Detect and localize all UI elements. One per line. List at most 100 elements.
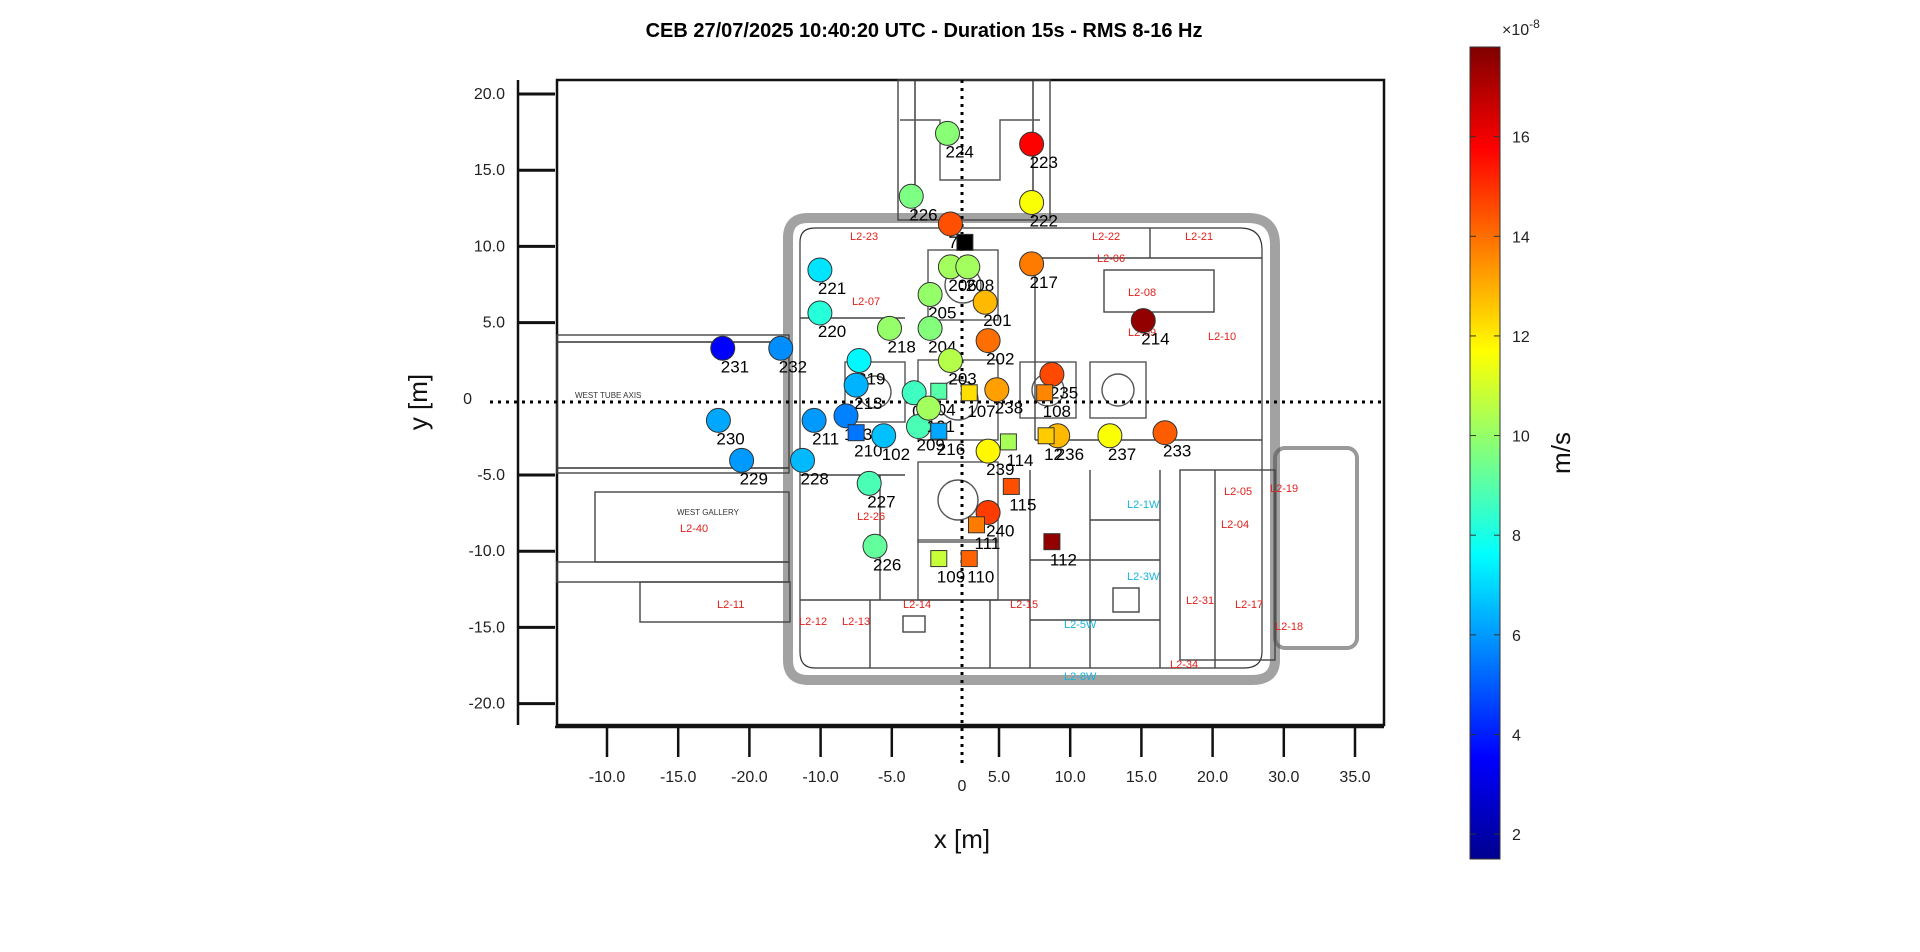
sensor-label: 203 [948, 370, 976, 389]
north-corridor [897, 79, 1051, 221]
sensor-label: 239 [986, 460, 1014, 479]
colorbar-ticks: 2 4 6 8 10 12 14 16 [1470, 130, 1530, 844]
sensor-marker-square [847, 424, 865, 442]
north-stair [900, 119, 1040, 181]
room-label: L2-21 [1185, 231, 1213, 243]
x-tick-label: 5.0 [988, 769, 1010, 786]
colorbar-tick-label: 8 [1512, 528, 1521, 545]
room-label: L2-08 [1128, 287, 1156, 299]
data-points: 2242232262227722121720620820520122021820… [705, 120, 1191, 587]
sensor-marker-square [930, 550, 948, 568]
sensor-marker-circle [917, 315, 943, 341]
sensor-marker-circle [955, 254, 981, 280]
x-tick-label: 30.0 [1268, 769, 1299, 786]
colorbar-tick-label: 6 [1512, 628, 1521, 645]
room-label: L2-13 [842, 616, 870, 628]
sensor-marker-circle [917, 282, 943, 308]
sensor-marker-circle [972, 289, 998, 315]
sensor-label: 12 [1044, 445, 1063, 464]
sensor-label: 217 [1030, 273, 1058, 292]
sensor-label: 233 [1163, 442, 1191, 461]
sensor-marker-circle [877, 315, 902, 341]
colorbar-tick-label: 16 [1512, 130, 1530, 147]
y-tick-label: 15.0 [474, 162, 505, 179]
cleaner-tube [556, 561, 790, 583]
sensor-label: 115 [1009, 495, 1036, 514]
sensor-marker-circle [937, 211, 963, 237]
room-label: L2-5W [1064, 619, 1097, 631]
x-tick-label: -5.0 [878, 769, 906, 786]
room-label: L2-3W [1127, 571, 1160, 583]
y-tick-label: -15.0 [469, 619, 506, 636]
room-label: L2-17 [1235, 599, 1263, 611]
sensor-label: 226 [909, 205, 937, 224]
room-labels: L2-23L2-22L2-21L2-07L2-06L2-08L2-09L2-10… [575, 231, 1303, 683]
sensor-label: 236 [1056, 445, 1084, 464]
sensor-marker-square [1002, 477, 1020, 495]
west-tube-corridor [556, 334, 790, 474]
sensor-marker-circle [807, 257, 833, 283]
sensor-label: 7 [948, 233, 957, 252]
room-label: L2-19 [1270, 483, 1298, 495]
sensor-label: 220 [818, 322, 846, 341]
sensor-label: 238 [995, 399, 1023, 418]
sensor-label: 102 [882, 445, 910, 464]
room-label: L2-04 [1221, 519, 1249, 531]
sensor-label: 240 [986, 522, 1014, 541]
x-tick-label: -20.0 [731, 769, 768, 786]
room-label: L2-22 [1092, 231, 1120, 243]
sensor-marker-circle [790, 447, 815, 473]
sensor-marker-circle [807, 300, 833, 326]
room-label: L2-05 [1224, 486, 1252, 498]
sensor-label: 202 [986, 350, 1014, 369]
sensor-marker-circle [871, 423, 897, 449]
room-label: L2-18 [1275, 621, 1303, 633]
x-tick-label: 20.0 [1197, 769, 1228, 786]
room-label: L2-23 [850, 231, 878, 243]
sensor-marker-circle [1019, 131, 1045, 157]
sensor-label: 227 [867, 492, 895, 511]
sensor-label: 230 [716, 429, 744, 448]
sensor-label: 235 [1050, 383, 1078, 402]
colorbar-gradient [1469, 46, 1501, 860]
y-tick-label: -5.0 [477, 467, 505, 484]
chart-title: CEB 27/07/2025 10:40:20 UTC - Duration 1… [646, 20, 1203, 42]
sensor-label: 213 [854, 394, 882, 413]
sensor-label: 210 [854, 442, 882, 461]
sensor-marker-square [930, 382, 948, 400]
sensor-label: 226 [873, 555, 901, 574]
sensor-marker-circle [710, 335, 736, 361]
sensor-marker-circle [833, 403, 859, 429]
sensor-marker-square [1043, 533, 1061, 551]
east-annex [1273, 446, 1359, 650]
sensor-label: 206 [948, 276, 976, 295]
sensor-marker-circle [843, 372, 869, 398]
sensor-marker-circle [975, 328, 1001, 354]
room-label: L2-10 [1208, 331, 1236, 343]
sensor-marker-circle [984, 377, 1010, 403]
sensor-marker-circle [1130, 308, 1156, 334]
sensor-marker-circle [916, 395, 942, 421]
colorbar-tick-label: 2 [1512, 827, 1521, 844]
room-label: L2-1W [1127, 499, 1160, 511]
y-axis: 20.0 15.0 10.0 5.0 0 -5.0 -10.0 -15.0 -20.0 [463, 80, 555, 725]
sensor-label: 214 [1141, 330, 1169, 349]
room-label: WEST GALLERY [677, 508, 740, 517]
room-label: L2-15 [1010, 599, 1038, 611]
sensor-label: 224 [946, 142, 974, 161]
sensor-label: 221 [818, 279, 846, 298]
sensor-label: 216 [937, 440, 965, 459]
y-tick-label: 5.0 [483, 315, 505, 332]
sensor-marker-circle [975, 438, 1001, 464]
sensor-label: 108 [1043, 402, 1071, 421]
y-tick-label: 10.0 [474, 238, 505, 255]
sensor-marker-circle [937, 348, 963, 374]
sensor-marker-square [999, 433, 1017, 451]
sensor-label: 231 [721, 357, 749, 376]
x-axis: -10.0 -15.0 -20.0 -10.0 -5.0 0 5.0 10.0 15.0 20.0… [555, 725, 1384, 795]
room-label: L2-8W [1064, 671, 1097, 683]
sensor-label: 223 [1030, 153, 1058, 172]
sensor-label: 114 [1006, 451, 1033, 470]
sensor-label: 229 [740, 469, 768, 488]
